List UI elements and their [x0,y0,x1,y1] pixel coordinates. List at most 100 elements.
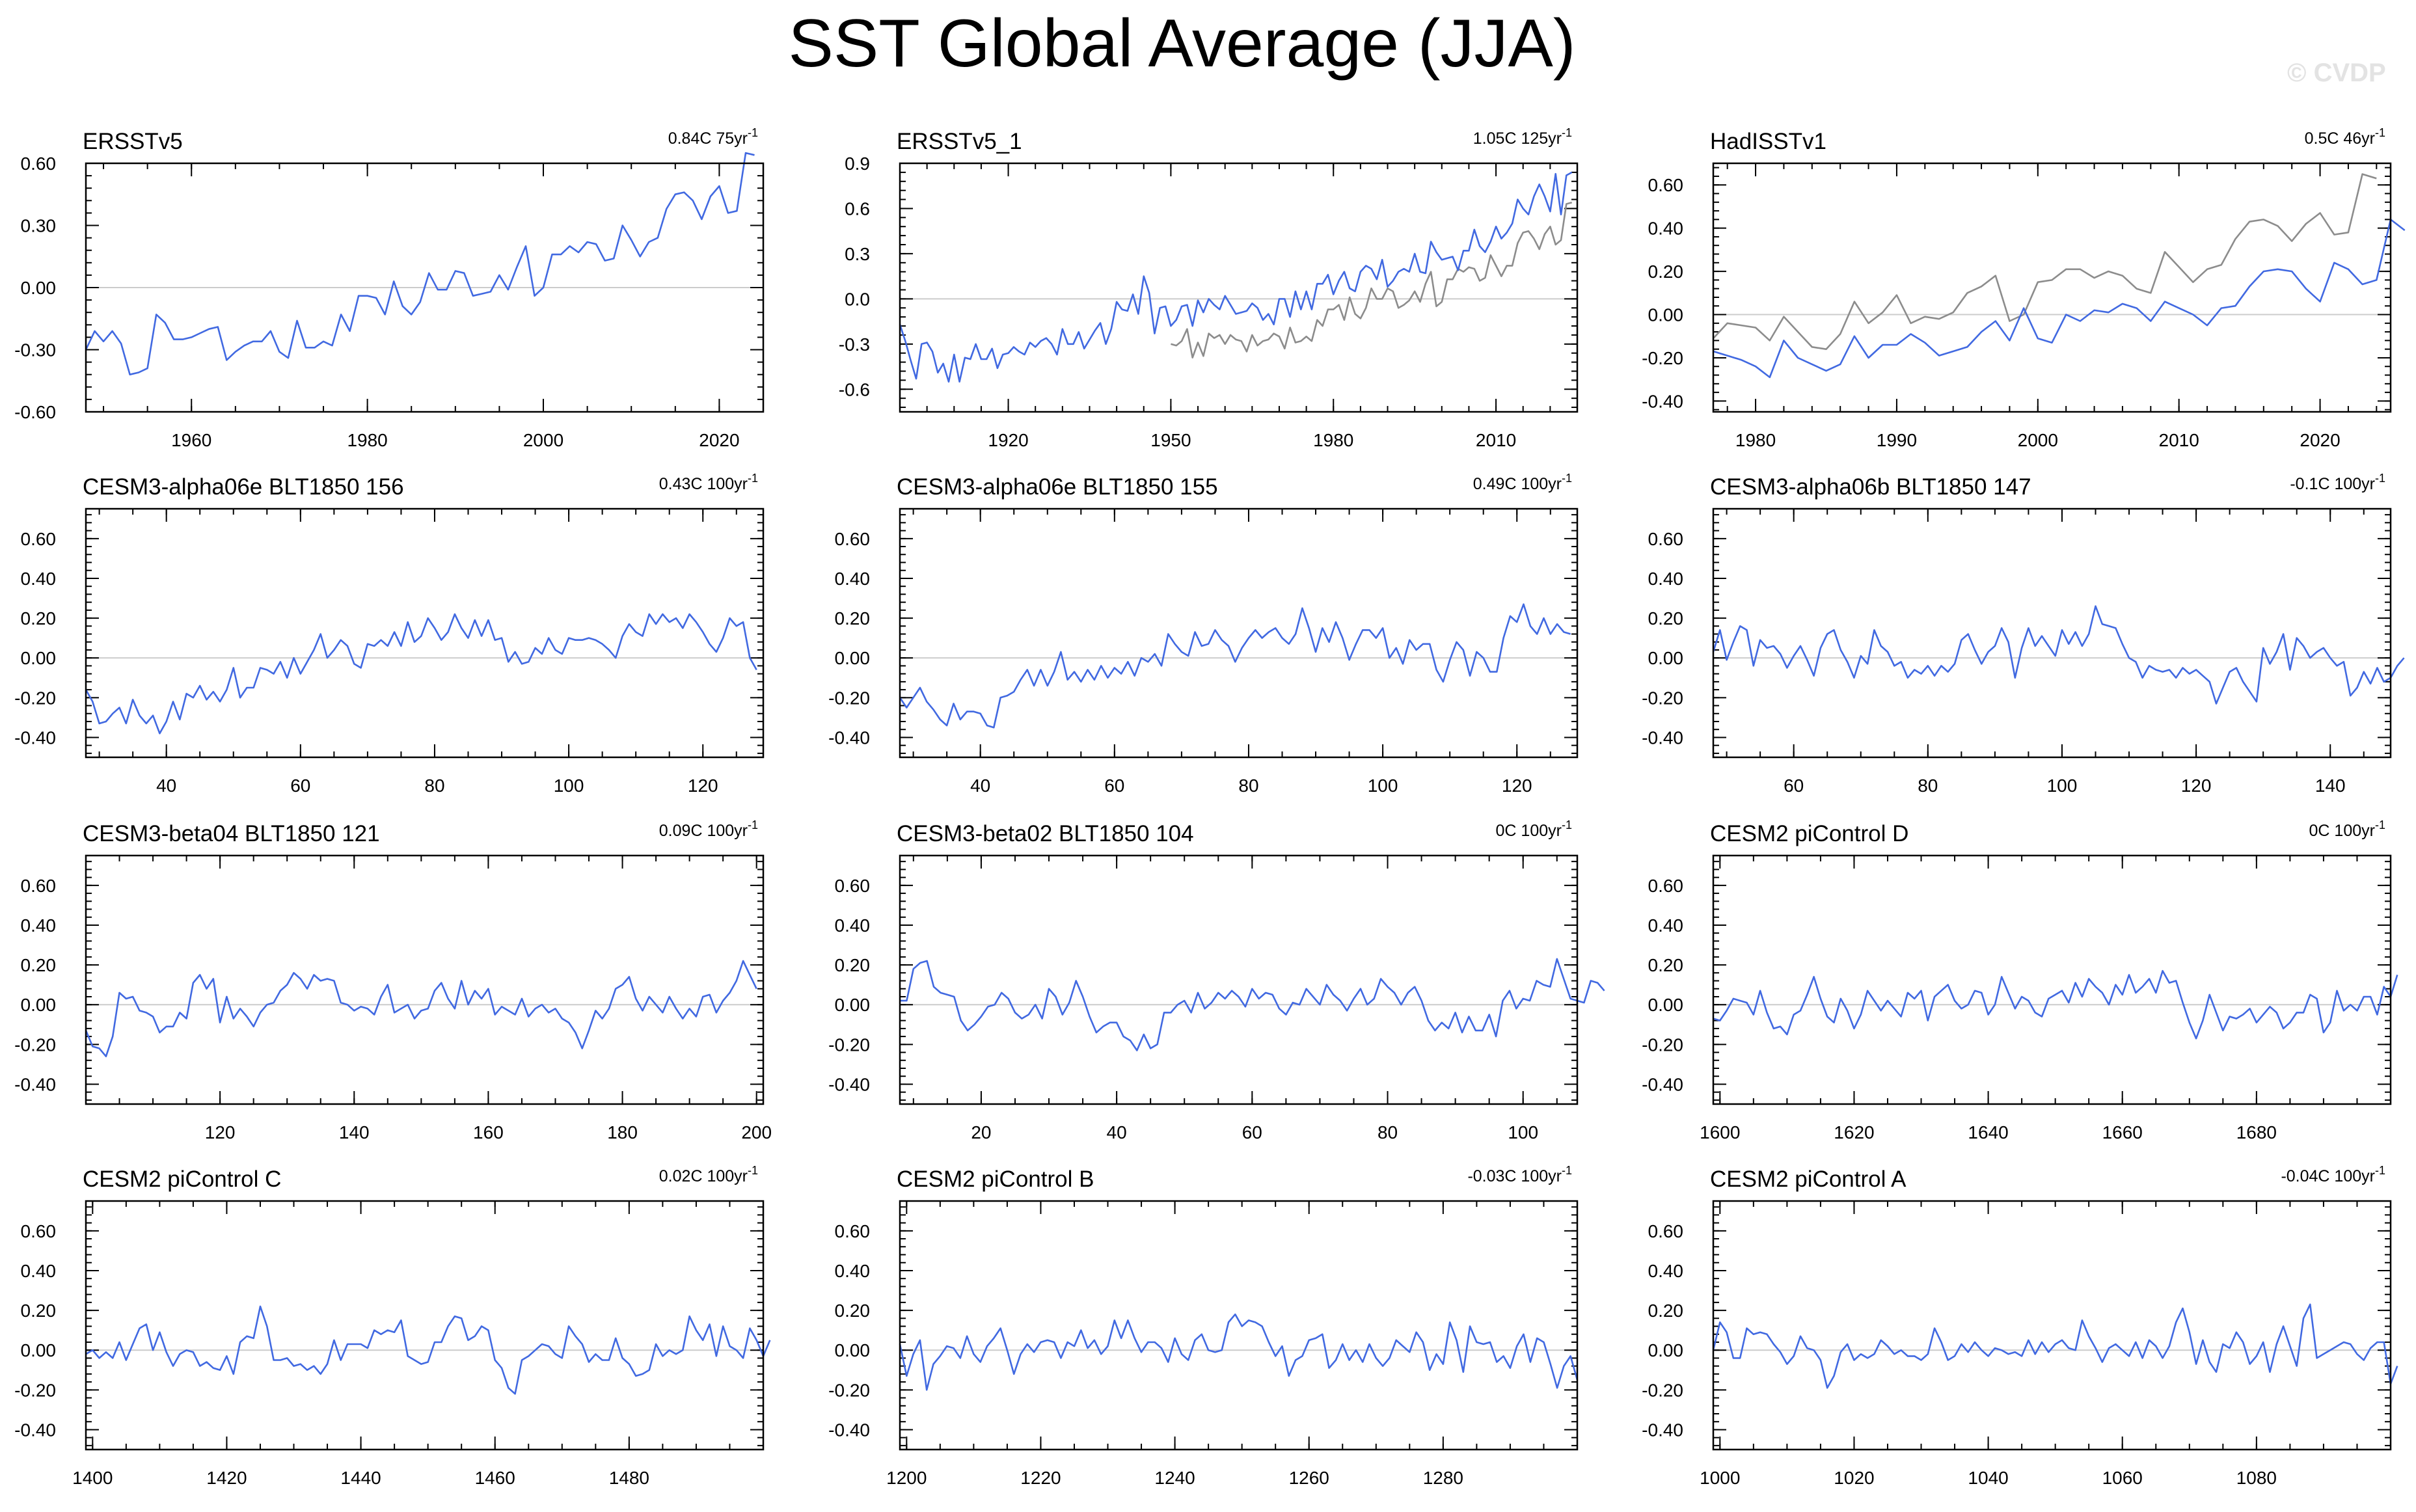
plot-frame [1712,854,2392,1105]
trend-exponent: -1 [2375,1164,2385,1177]
trend-exponent: -1 [748,472,758,485]
trend-exponent: -1 [2375,818,2385,831]
x-tick-label: 40 [1107,1122,1127,1142]
panel-5: 40 60 80 100 120 -0.40 -0.20 0.00 0.20 0.40 0.60 CE… [828,472,1579,796]
y-tick-label: -0.20 [828,1034,870,1055]
y-tick-label: 0.20 [835,608,871,628]
x-tick-label: 1260 [1289,1468,1329,1488]
y-tick-label: 0.20 [1648,608,1684,628]
x-tick-label: 140 [2315,776,2346,796]
y-tick-label: 0.00 [21,648,57,668]
panel-title: CESM3-beta04 BLT1850 121 [83,821,380,846]
x-tick-label: 80 [1378,1122,1398,1142]
y-tick-label: 0.60 [21,1221,57,1241]
x-tick-label: 2000 [2018,430,2058,450]
panel-7: 120 140 160 180 200 -0.40 -0.20 0.00 0.20 0.40 0.6… [14,818,772,1142]
x-tick-label: 100 [2047,776,2078,796]
trend-value: -0.03C 100yr [1467,1167,1562,1185]
series-line-1 [85,1305,771,1395]
x-tick-label: 120 [2181,776,2212,796]
panel-title: CESM3-alpha06b BLT1850 147 [1710,474,2031,500]
series-line-2 [1713,173,2377,351]
y-tick-label: -0.40 [1642,1074,1683,1094]
x-tick-label: 1980 [1735,430,1776,450]
y-tick-label: -0.6 [839,379,870,399]
panel-1: 1960 1980 2000 2020 -0.60 -0.30 0.00 0.30 0.60 ER… [14,126,765,450]
x-tick-label: 60 [1104,776,1124,796]
plot-frame [899,854,1579,1105]
trend-label: 0.43C 100yr-1 [659,472,758,493]
panel-10: 1400 1420 1440 1460 1480 -0.40 -0.20 0.00 0.20 0.… [14,1164,771,1488]
panel-8: 20 40 60 80 100 -0.40 -0.20 0.00 0.20 0.40 0.60 CES… [828,818,1605,1142]
trend-label: 0.49C 100yr-1 [1473,472,1572,493]
y-tick-label: 0.40 [835,569,871,589]
trend-exponent: -1 [1562,472,1572,485]
y-tick-label: 0.60 [21,529,57,549]
series-line-1 [1713,219,2406,379]
y-tick-label: -0.20 [1642,348,1683,368]
y-tick-label: -0.40 [14,727,56,748]
x-tick-label: 1000 [1700,1468,1740,1488]
x-tick-label: 2000 [523,430,563,450]
panel-title: ERSSTv5_1 [897,129,1022,154]
trend-exponent: -1 [748,126,758,139]
panel-12: 1000 1020 1040 1060 1080 -0.40 -0.20 0.00 0.20 0.… [1642,1164,2398,1488]
y-tick-label: 0.20 [835,955,871,975]
y-tick-label: 0.20 [1648,1301,1684,1321]
x-tick-label: 160 [473,1122,504,1142]
x-tick-label: 1990 [1877,430,1917,450]
series-line-1 [899,603,1571,729]
y-tick-label: -0.40 [1642,391,1683,411]
x-tick-label: 20 [971,1122,991,1142]
y-tick-label: -0.20 [14,688,56,708]
y-tick-label: 0.20 [1648,262,1684,282]
x-tick-label: 1660 [2102,1122,2143,1142]
trend-label: 0.5C 46yr-1 [2305,126,2385,148]
y-tick-label: 0.40 [21,569,57,589]
trend-value: 0.43C 100yr [659,475,748,493]
y-tick-label: 0.30 [21,216,57,236]
y-tick-label: -0.40 [14,1074,56,1094]
series-line-1 [1713,969,2398,1040]
y-tick-label: 0.40 [21,1261,57,1281]
x-tick-label: 1480 [609,1468,649,1488]
x-tick-label: 1980 [1313,430,1353,450]
x-tick-label: 1600 [1700,1122,1740,1142]
series-line-1 [1712,605,2405,705]
plot-frame [899,162,1579,413]
x-tick-label: 1960 [171,430,211,450]
x-tick-label: 1040 [1968,1468,2008,1488]
y-tick-label: 0.60 [1648,175,1684,195]
plot-frame [899,1200,1579,1451]
y-tick-label: 0.60 [835,529,871,549]
panel-title: CESM2 piControl B [897,1167,1094,1192]
y-tick-label: 0.00 [1648,305,1684,325]
y-tick-label: -0.3 [839,334,870,355]
x-tick-label: 1920 [988,430,1028,450]
trend-label: 0.09C 100yr-1 [659,818,758,840]
x-tick-label: 1220 [1020,1468,1061,1488]
y-tick-label: 0.3 [845,244,870,264]
trend-exponent: -1 [1562,818,1572,831]
x-tick-label: 1640 [1968,1122,2008,1142]
trend-label: -0.1C 100yr-1 [2290,472,2385,493]
y-tick-label: 0.00 [835,995,871,1015]
y-tick-label: 0.40 [835,1261,871,1281]
plot-frame [85,507,765,759]
x-tick-label: 200 [741,1122,772,1142]
y-tick-label: -0.40 [828,1420,870,1440]
trend-exponent: -1 [748,1164,758,1177]
trend-value: -0.04C 100yr [2281,1167,2375,1185]
x-tick-label: 80 [1238,776,1258,796]
x-tick-label: 60 [290,776,310,796]
y-tick-label: -0.60 [14,402,56,422]
y-tick-label: 0.40 [1648,1261,1684,1281]
x-tick-label: 100 [1368,776,1398,796]
trend-value: 0C 100yr [2309,822,2375,840]
series-line-1 [85,152,755,376]
trend-label: -0.03C 100yr-1 [1467,1164,1572,1185]
x-tick-label: 120 [688,776,718,796]
x-tick-label: 1440 [340,1468,381,1488]
plot-frame [85,1200,765,1451]
x-tick-label: 140 [339,1122,370,1142]
